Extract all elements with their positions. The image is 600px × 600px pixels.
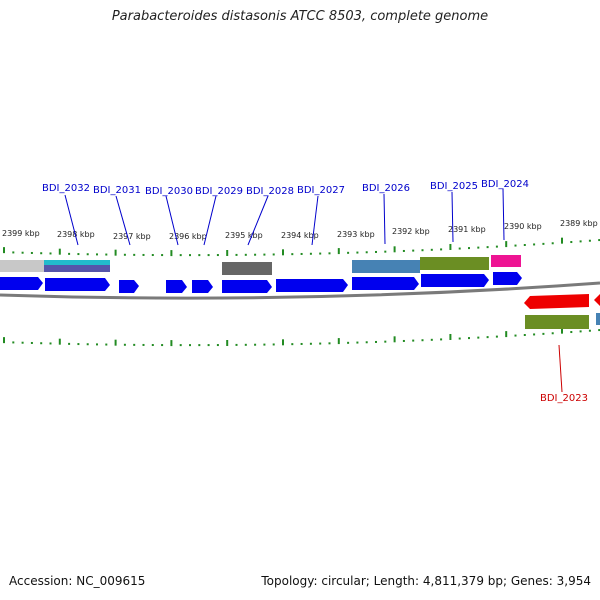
accession-text: Accession: NC_009615 bbox=[9, 574, 146, 588]
scale-label: 2394 kbp bbox=[281, 231, 319, 240]
scale-ticks-inner bbox=[3, 327, 600, 347]
genome-backbone bbox=[0, 281, 600, 300]
genome-title: Parabacteroides distasonis ATCC 8503, co… bbox=[111, 9, 489, 24]
cds-arrow-reverse[interactable] bbox=[594, 294, 600, 306]
cds-arrow[interactable] bbox=[0, 277, 43, 290]
feature-box[interactable] bbox=[491, 255, 521, 267]
scale-label: 2390 kbp bbox=[504, 222, 542, 231]
feature-box[interactable] bbox=[222, 262, 272, 275]
cds-forward-track bbox=[0, 272, 522, 293]
gene-label[interactable]: BDI_2024 bbox=[481, 179, 529, 190]
gene-label-reverse[interactable]: BDI_2023 bbox=[540, 393, 588, 404]
scale-label: 2393 kbp bbox=[337, 230, 375, 239]
genome-summary: Topology: circular; Length: 4,811,379 bp… bbox=[261, 574, 591, 588]
cds-arrow[interactable] bbox=[45, 278, 110, 291]
gene-label[interactable]: BDI_2026 bbox=[362, 183, 410, 194]
feature-track-upper bbox=[0, 255, 521, 275]
feature-box[interactable] bbox=[596, 313, 600, 325]
cds-reverse-track bbox=[524, 294, 600, 329]
scale-label: 2392 kbp bbox=[392, 227, 430, 236]
scale-ticks-outer bbox=[3, 237, 600, 257]
gene-labels-forward: BDI_2032 BDI_2031 BDI_2030 BDI_2029 BDI_… bbox=[42, 179, 529, 197]
feature-box[interactable] bbox=[420, 257, 489, 270]
gene-label[interactable]: BDI_2028 bbox=[246, 186, 294, 197]
gene-leader-reverse bbox=[558, 344, 563, 393]
cds-arrow[interactable] bbox=[276, 279, 348, 292]
cds-arrow[interactable] bbox=[166, 280, 187, 293]
cds-arrow[interactable] bbox=[192, 280, 213, 293]
scale-label: 2395 kbp bbox=[225, 231, 263, 240]
feature-box[interactable] bbox=[525, 315, 589, 329]
cds-arrow-reverse[interactable] bbox=[524, 294, 589, 309]
scale-label: 2399 kbp bbox=[2, 229, 40, 238]
gene-label[interactable]: BDI_2030 bbox=[145, 186, 193, 197]
scale-labels: 2399 kbp 2398 kbp 2397 kbp 2396 kbp 2395… bbox=[2, 219, 598, 241]
gene-label[interactable]: BDI_2031 bbox=[93, 185, 141, 196]
cds-arrow[interactable] bbox=[421, 274, 489, 287]
feature-box[interactable] bbox=[0, 260, 44, 272]
cds-arrow[interactable] bbox=[352, 277, 419, 290]
feature-box[interactable] bbox=[44, 265, 110, 272]
scale-label: 2396 kbp bbox=[169, 232, 207, 241]
scale-label: 2389 kbp bbox=[560, 219, 598, 228]
feature-box[interactable] bbox=[44, 260, 110, 265]
cds-arrow[interactable] bbox=[493, 272, 522, 285]
gene-label[interactable]: BDI_2029 bbox=[195, 186, 243, 197]
scale-label: 2391 kbp bbox=[448, 225, 486, 234]
cds-arrow[interactable] bbox=[222, 280, 272, 293]
feature-box[interactable] bbox=[352, 260, 420, 273]
cds-arrow[interactable] bbox=[119, 280, 139, 293]
scale-label: 2397 kbp bbox=[113, 232, 151, 241]
gene-label[interactable]: BDI_2025 bbox=[430, 181, 478, 192]
scale-label: 2398 kbp bbox=[57, 230, 95, 239]
gene-label[interactable]: BDI_2032 bbox=[42, 183, 90, 194]
gene-label[interactable]: BDI_2027 bbox=[297, 185, 345, 196]
gene-leaders-forward bbox=[64, 188, 505, 246]
